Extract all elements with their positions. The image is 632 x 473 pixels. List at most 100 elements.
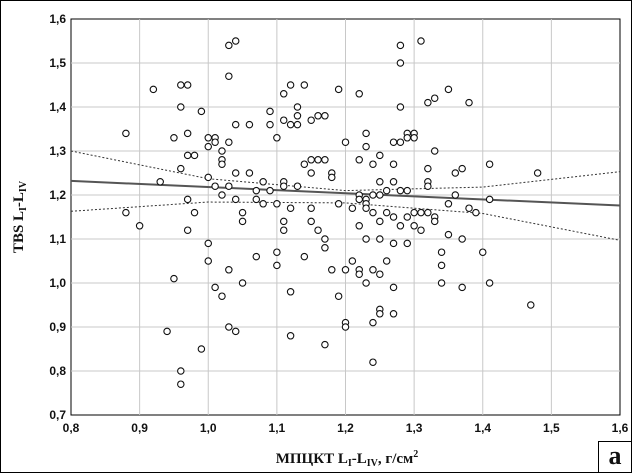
data-point xyxy=(273,248,281,256)
data-points xyxy=(122,37,542,388)
data-point xyxy=(430,147,439,155)
data-point xyxy=(396,103,405,111)
data-point xyxy=(389,138,398,146)
data-point xyxy=(355,90,363,98)
data-point xyxy=(177,380,185,388)
data-point xyxy=(328,266,336,274)
data-point xyxy=(218,292,226,300)
data-point xyxy=(376,310,384,318)
data-point xyxy=(279,182,288,190)
data-point xyxy=(376,217,384,226)
data-point xyxy=(122,129,130,138)
y-tick-label: 0,8 xyxy=(49,364,66,378)
data-point xyxy=(444,85,453,94)
data-point xyxy=(245,169,254,177)
data-point xyxy=(355,270,363,278)
data-point xyxy=(376,235,384,243)
data-point xyxy=(211,283,219,292)
data-point xyxy=(458,164,466,173)
data-point xyxy=(382,186,391,195)
data-point xyxy=(266,107,274,116)
data-point xyxy=(382,208,391,217)
data-point xyxy=(307,156,315,164)
data-point xyxy=(197,107,206,116)
data-point xyxy=(396,186,405,195)
y-tick-label: 1,1 xyxy=(49,232,66,246)
data-point xyxy=(485,160,494,168)
data-point xyxy=(252,252,261,261)
data-point xyxy=(273,200,281,208)
data-point xyxy=(403,186,412,195)
data-point xyxy=(286,120,295,129)
regression-line xyxy=(70,179,621,207)
data-point xyxy=(225,323,233,331)
data-point xyxy=(417,208,425,217)
data-point xyxy=(403,239,412,248)
data-point xyxy=(465,204,473,212)
data-point xyxy=(238,217,247,226)
data-point xyxy=(348,257,357,265)
data-point xyxy=(444,230,453,239)
y-tick-label: 1,0 xyxy=(49,276,66,290)
data-point xyxy=(163,327,171,336)
data-point xyxy=(204,134,213,142)
data-point xyxy=(293,182,302,190)
data-point xyxy=(307,204,315,212)
data-point xyxy=(362,142,370,151)
data-point xyxy=(458,235,466,243)
panel-label: а xyxy=(598,441,632,473)
data-point xyxy=(204,239,213,248)
data-point xyxy=(266,120,274,129)
data-point xyxy=(403,134,412,142)
data-point xyxy=(293,112,302,120)
data-point xyxy=(355,222,363,230)
data-point xyxy=(424,182,432,190)
data-point xyxy=(273,134,281,142)
data-point xyxy=(170,274,178,283)
data-point xyxy=(451,169,460,177)
data-point xyxy=(225,182,233,190)
data-point xyxy=(204,257,213,265)
x-tick-labels: 0,8 0,9 1,0 1,1 1,2 1,3 1,4 1,5 1,6 xyxy=(63,421,629,435)
data-point xyxy=(389,239,398,248)
data-point xyxy=(307,169,315,177)
data-point xyxy=(177,81,185,89)
data-point xyxy=(218,191,226,199)
x-tick-label: 0,8 xyxy=(63,421,80,435)
data-point xyxy=(376,191,384,199)
data-point xyxy=(321,244,329,252)
data-point xyxy=(369,160,377,168)
data-point xyxy=(369,191,377,199)
data-point xyxy=(424,98,432,107)
data-point xyxy=(279,116,288,124)
data-point xyxy=(177,103,185,111)
data-point xyxy=(122,208,130,217)
data-point xyxy=(231,37,240,45)
x-tick-label: 0,9 xyxy=(131,421,148,435)
data-point xyxy=(334,292,343,300)
data-point xyxy=(355,195,363,204)
data-point xyxy=(369,358,377,366)
data-point xyxy=(478,248,487,256)
data-point xyxy=(328,173,336,182)
data-point xyxy=(396,138,405,146)
data-point xyxy=(314,156,322,164)
data-point xyxy=(389,283,398,292)
data-point xyxy=(369,266,377,274)
data-point xyxy=(424,208,432,217)
y-tick-label: 1,2 xyxy=(49,188,66,202)
data-point xyxy=(293,103,302,111)
data-point xyxy=(231,120,240,129)
data-point xyxy=(245,120,254,129)
data-point xyxy=(355,156,363,164)
data-point xyxy=(273,261,281,270)
data-point xyxy=(389,160,398,168)
data-point xyxy=(231,195,240,204)
y-tick-label: 0,9 xyxy=(49,320,66,334)
data-point xyxy=(437,248,446,256)
data-point xyxy=(458,283,466,292)
x-tick-label: 1,0 xyxy=(200,421,217,435)
data-point xyxy=(225,138,233,146)
